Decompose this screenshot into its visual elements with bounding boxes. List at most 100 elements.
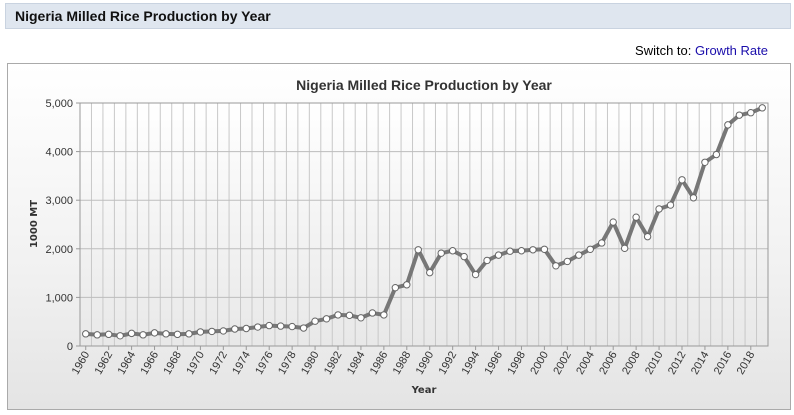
x-tick-label: 1964 xyxy=(116,350,139,377)
data-point[interactable] xyxy=(460,252,468,261)
data-point[interactable] xyxy=(93,331,101,339)
data-point[interactable] xyxy=(758,104,766,112)
data-point[interactable] xyxy=(322,315,331,323)
x-tick-label: 1988 xyxy=(391,350,414,377)
plot-border xyxy=(79,102,769,347)
data-point[interactable] xyxy=(471,270,480,279)
data-point[interactable] xyxy=(139,331,147,339)
data-point[interactable] xyxy=(483,256,491,265)
x-tick-label: 1978 xyxy=(276,350,299,377)
x-tick-label: 1996 xyxy=(482,350,505,377)
data-point[interactable] xyxy=(540,245,549,253)
series-layer xyxy=(82,104,766,340)
x-tick-label: 2000 xyxy=(528,350,551,377)
data-point[interactable] xyxy=(403,281,411,289)
data-point[interactable] xyxy=(334,311,342,319)
data-point[interactable] xyxy=(426,268,434,277)
data-point[interactable] xyxy=(678,176,686,184)
data-point[interactable] xyxy=(643,232,652,241)
growth-rate-link[interactable]: Growth Rate xyxy=(695,43,768,58)
x-tick-label: 1982 xyxy=(322,350,345,377)
switch-to-label: Switch to: xyxy=(635,43,692,58)
data-point[interactable] xyxy=(299,324,308,332)
data-point[interactable] xyxy=(701,158,709,166)
data-point[interactable] xyxy=(208,327,216,336)
x-tick-label: 1970 xyxy=(184,350,207,377)
data-point[interactable] xyxy=(575,251,583,259)
data-point[interactable] xyxy=(437,249,445,257)
data-point[interactable] xyxy=(127,329,136,338)
page-header: Nigeria Milled Rice Production by Year xyxy=(5,3,791,29)
data-point[interactable] xyxy=(368,309,377,317)
x-tick-label: 1972 xyxy=(207,350,230,377)
y-tick-label: 0 xyxy=(67,341,73,353)
data-point[interactable] xyxy=(620,244,629,253)
data-point[interactable] xyxy=(219,327,228,335)
data-point[interactable] xyxy=(185,330,193,338)
page-title: Nigeria Milled Rice Production by Year xyxy=(15,8,271,24)
data-point[interactable] xyxy=(380,311,388,319)
data-point[interactable] xyxy=(162,330,170,338)
data-point[interactable] xyxy=(276,322,285,330)
x-tick-label: 1986 xyxy=(368,350,391,377)
data-point[interactable] xyxy=(150,329,159,337)
x-tick-label: 2014 xyxy=(689,350,712,377)
data-point[interactable] xyxy=(173,330,182,339)
data-point[interactable] xyxy=(517,247,526,255)
x-tick-label: 2008 xyxy=(620,350,643,377)
data-point[interactable] xyxy=(689,194,698,202)
data-point[interactable] xyxy=(724,121,732,129)
data-point[interactable] xyxy=(254,323,262,331)
data-point[interactable] xyxy=(82,330,90,338)
data-point[interactable] xyxy=(655,205,663,213)
data-point[interactable] xyxy=(288,322,296,331)
x-tick-label: 2018 xyxy=(735,350,758,377)
chart-title: Nigeria Milled Rice Production by Year xyxy=(296,77,552,93)
data-point[interactable] xyxy=(735,111,744,119)
data-point[interactable] xyxy=(552,262,560,270)
switch-to-row: Switch to: Growth Rate xyxy=(635,43,768,58)
y-axis-title: 1000 MT xyxy=(29,200,40,248)
data-point[interactable] xyxy=(586,245,594,253)
data-point[interactable] xyxy=(104,330,113,339)
x-tick-label: 1980 xyxy=(299,350,322,377)
y-tick-label: 1,000 xyxy=(45,292,73,304)
x-tick-label: 2016 xyxy=(712,350,735,377)
data-point[interactable] xyxy=(231,325,239,333)
data-point[interactable] xyxy=(747,109,755,117)
grid xyxy=(79,102,769,347)
data-point[interactable] xyxy=(598,239,606,247)
x-tick-label: 2002 xyxy=(551,350,574,377)
data-point[interactable] xyxy=(529,246,537,254)
data-point[interactable] xyxy=(609,218,617,226)
y-tick-label: 2,000 xyxy=(45,244,73,256)
data-point[interactable] xyxy=(414,246,422,254)
x-tick-label: 1998 xyxy=(505,350,528,377)
data-point[interactable] xyxy=(506,247,514,255)
data-point[interactable] xyxy=(391,283,400,292)
data-point[interactable] xyxy=(265,321,273,330)
data-point[interactable] xyxy=(116,332,124,340)
x-tick-label: 1960 xyxy=(70,350,93,377)
data-point[interactable] xyxy=(357,314,365,322)
x-tick-label: 1974 xyxy=(230,350,253,377)
data-point[interactable] xyxy=(196,328,205,336)
data-point[interactable] xyxy=(563,257,572,266)
data-point[interactable] xyxy=(666,201,675,209)
x-tick-label: 1994 xyxy=(460,350,483,377)
data-point[interactable] xyxy=(242,324,250,333)
y-tick-label: 4,000 xyxy=(45,147,73,159)
x-tick-label: 2012 xyxy=(666,350,689,377)
x-tick-label: 1992 xyxy=(437,350,460,377)
x-tick-label: 1968 xyxy=(161,350,184,377)
data-point[interactable] xyxy=(632,213,640,221)
data-point[interactable] xyxy=(448,247,457,255)
data-point[interactable] xyxy=(311,317,319,325)
x-tick-label: 1990 xyxy=(414,350,437,377)
data-point[interactable] xyxy=(712,150,721,159)
x-tick-label: 2004 xyxy=(574,350,597,377)
data-point[interactable] xyxy=(345,311,354,320)
data-point[interactable] xyxy=(494,251,503,259)
x-axis-title: Year xyxy=(411,385,437,396)
